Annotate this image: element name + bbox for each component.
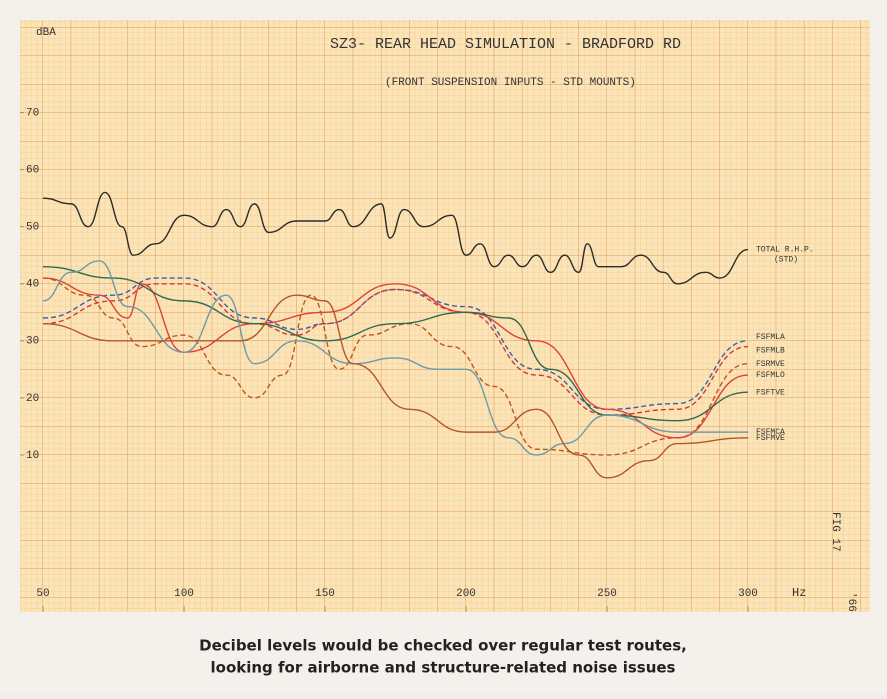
legend-entry: FSFMLB	[756, 347, 785, 356]
figure-note: FIG 17	[829, 512, 841, 552]
y-tick-label: 10	[26, 450, 39, 462]
chart: SZ3- REAR HEAD SIMULATION - BRADFORD RD …	[0, 0, 887, 694]
y-tick-label: 70	[26, 107, 39, 119]
caption-line: Decibel levels would be checked over reg…	[199, 637, 687, 655]
legend-entry: FSFMVE	[756, 434, 785, 443]
x-tick-label: 300	[738, 588, 758, 600]
y-tick-label: 50	[26, 222, 39, 234]
legend-entry: FSFMLA	[756, 333, 785, 342]
x-tick-label: 150	[315, 588, 335, 600]
y-axis-label: dBA	[36, 27, 56, 39]
year-note: '66	[845, 592, 857, 612]
legend-entry: FSFMLO	[756, 371, 785, 380]
chart-subtitle: (FRONT SUSPENSION INPUTS - STD MOUNTS)	[385, 77, 636, 89]
paper-major-grid	[20, 20, 870, 612]
x-tick-label: 200	[456, 588, 476, 600]
caption-line: looking for airborne and structure-relat…	[211, 659, 676, 677]
chart-title: SZ3- REAR HEAD SIMULATION - BRADFORD RD	[330, 36, 681, 53]
x-tick-label: 100	[174, 588, 194, 600]
legend-entry: FSFTVE	[756, 388, 785, 397]
x-axis-label: Hz	[792, 586, 806, 600]
y-tick-label: 20	[26, 393, 39, 405]
y-tick-label: 60	[26, 165, 39, 177]
x-tick-label: 250	[597, 588, 617, 600]
legend-entry: FSRMVE	[756, 360, 785, 369]
y-tick-label: 40	[26, 279, 39, 291]
y-tick-label: 30	[26, 336, 39, 348]
legend-entry: TOTAL R.H.P.	[756, 246, 814, 255]
x-tick-label: 50	[36, 588, 49, 600]
series-note: (STD)	[774, 256, 798, 265]
